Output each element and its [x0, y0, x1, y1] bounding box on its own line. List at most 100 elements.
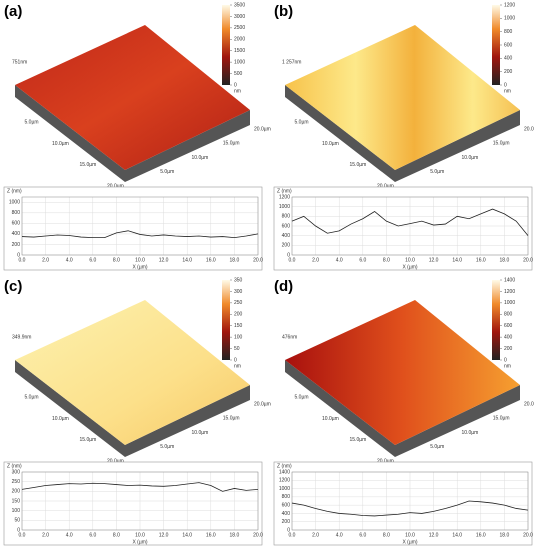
profile-frame [273, 186, 533, 271]
colorbar-label: 1000 [234, 59, 245, 65]
axis-label: 15.0µm [223, 141, 240, 147]
colorbar-label: 800 [504, 312, 513, 318]
colorbar-label: 200 [234, 312, 243, 318]
x-tick-label: 2.0 [312, 532, 319, 538]
y-tick-label: 200 [12, 242, 21, 248]
y-tick-label: 150 [12, 498, 21, 504]
surface-side [285, 360, 520, 457]
x-tick-label: 18.0 [230, 532, 240, 538]
y-axis-title: Z (nm) [277, 463, 292, 469]
y-tick-label: 600 [282, 223, 291, 229]
y-tick-label: 1400 [279, 469, 290, 475]
x-tick-label: 14.0 [452, 532, 462, 538]
y-tick-label: 400 [282, 511, 291, 517]
x-tick-label: 12.0 [159, 532, 169, 538]
y-tick-label: 50 [14, 518, 20, 524]
axis-label: 10.0µm [192, 155, 209, 161]
x-axis-title: X (µm) [132, 539, 147, 545]
x-tick-label: 18.0 [500, 532, 510, 538]
axis-label: 15.0µm [493, 416, 510, 422]
x-tick-label: 6.0 [89, 532, 96, 538]
colorbar [492, 5, 500, 85]
y-tick-label: 1200 [279, 194, 290, 200]
y-tick-label: 1200 [279, 478, 290, 484]
y-tick-label: 0 [17, 527, 20, 533]
x-tick-label: 18.0 [500, 257, 510, 263]
x-axis-title: X (µm) [402, 264, 417, 270]
axis-label: 20.0µm [377, 458, 394, 464]
x-tick-label: 16.0 [206, 532, 216, 538]
profile-frame [3, 186, 263, 271]
y-tick-label: 100 [12, 508, 21, 514]
x-tick-label: 0.0 [19, 257, 26, 263]
x-axis-title: X (µm) [132, 264, 147, 270]
axis-label: 20.0µm [107, 458, 124, 464]
surface [15, 300, 250, 445]
height-label: 751nm [12, 59, 27, 65]
x-tick-label: 10.0 [135, 257, 145, 263]
axis-label: 5.0µm [25, 120, 39, 126]
axis-label: 15.0µm [493, 141, 510, 147]
axis-label: 20.0µm [254, 401, 271, 407]
axis-label: 10.0µm [462, 155, 479, 161]
y-tick-label: 0 [287, 252, 290, 258]
axis-label: 15.0µm [223, 416, 240, 422]
colorbar-label: 1000 [504, 16, 515, 22]
x-tick-label: 0.0 [289, 257, 296, 263]
axis-label: 20.0µm [107, 183, 124, 189]
x-tick-label: 4.0 [336, 532, 343, 538]
colorbar-label: 400 [504, 334, 513, 340]
colorbar-label: 1400 [504, 277, 515, 283]
axis-label: 10.0µm [322, 141, 339, 147]
colorbar-label: 250 [234, 300, 243, 306]
x-tick-label: 8.0 [113, 532, 120, 538]
y-tick-label: 200 [282, 519, 291, 525]
plot-area [21, 196, 259, 256]
axis-label: 10.0µm [462, 430, 479, 436]
x-tick-label: 0.0 [19, 532, 26, 538]
x-tick-label: 6.0 [89, 257, 96, 263]
axis-label: 15.0µm [80, 437, 97, 443]
colorbar-unit: nm [504, 88, 511, 94]
profile-line [291, 500, 529, 517]
axis-label: 10.0µm [192, 430, 209, 436]
x-tick-label: 14.0 [182, 257, 192, 263]
colorbar-unit: nm [504, 363, 511, 369]
colorbar-label: 2500 [234, 25, 245, 31]
x-tick-label: 20.0 [523, 257, 533, 263]
axis-label: 10.0µm [52, 141, 69, 147]
y-axis-title: Z (nm) [7, 463, 22, 469]
x-tick-label: 10.0 [405, 257, 415, 263]
colorbar-label: 50 [234, 346, 240, 352]
plot-area [21, 471, 259, 531]
x-tick-label: 16.0 [476, 532, 486, 538]
panel-label: (b) [274, 3, 293, 20]
colorbar-label: 200 [504, 69, 513, 75]
x-tick-label: 2.0 [42, 257, 49, 263]
x-tick-label: 0.0 [289, 532, 296, 538]
y-tick-label: 0 [287, 527, 290, 533]
colorbar-label: 0 [234, 82, 237, 88]
colorbar-label: 500 [234, 71, 243, 77]
colorbar-label: 400 [504, 56, 513, 62]
surface-side [15, 360, 250, 457]
x-tick-label: 16.0 [206, 257, 216, 263]
axis-label: 5.0µm [295, 120, 309, 126]
surface [285, 300, 520, 445]
axis-label: 20.0µm [524, 126, 534, 132]
y-tick-label: 0 [17, 252, 20, 258]
colorbar-label: 300 [234, 289, 243, 295]
profile-line [21, 230, 259, 239]
x-tick-label: 8.0 [383, 257, 390, 263]
x-tick-label: 4.0 [336, 257, 343, 263]
profile-frame [3, 461, 263, 546]
colorbar [222, 280, 230, 360]
x-tick-label: 12.0 [159, 257, 169, 263]
y-tick-label: 800 [12, 210, 21, 216]
y-tick-label: 250 [12, 479, 21, 485]
y-tick-label: 600 [282, 502, 291, 508]
surface-side [15, 85, 250, 182]
x-tick-label: 10.0 [405, 532, 415, 538]
axis-label: 15.0µm [350, 162, 367, 168]
plot-area [291, 196, 529, 256]
